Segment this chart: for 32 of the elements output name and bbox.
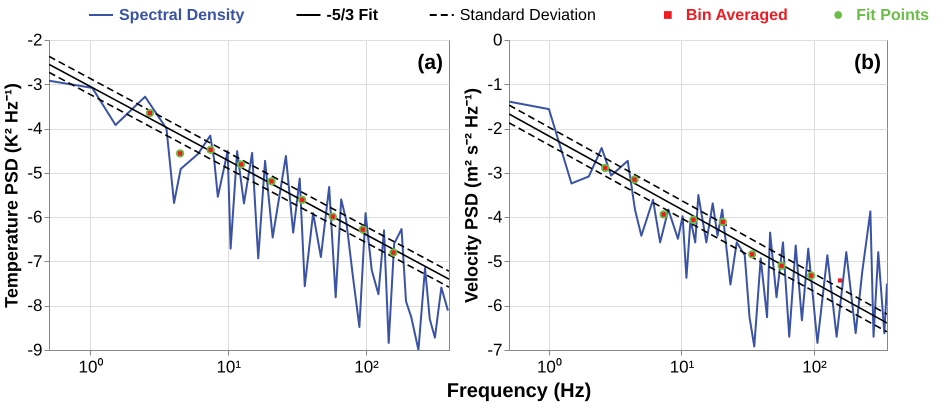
y-tick-label: -7 (487, 340, 502, 360)
y-tick-label: -2 (27, 30, 42, 50)
y-tick-label: -4 (487, 208, 502, 227)
x-tick-label: 10¹ (670, 358, 695, 376)
legend-label: Bin Averaged (686, 7, 788, 24)
y-tick-label: -6 (27, 208, 42, 227)
y-tick-label: -5 (27, 163, 42, 182)
x-tick-label: 10⁰ (78, 358, 104, 376)
y-tick-label: -3 (487, 163, 502, 182)
y-tick-label: 0 (493, 30, 502, 50)
y-tick-label: -2 (487, 119, 502, 138)
x-tick-label: 10² (802, 358, 828, 376)
x-tick-label: 10² (354, 358, 380, 376)
legend-label: Fit Points (856, 7, 930, 24)
legend-label: Standard Deviation (460, 7, 596, 24)
y-tick-label: -3 (27, 74, 42, 94)
y-tick-label: -6 (487, 296, 502, 316)
x-tick-label: 10¹ (216, 358, 242, 376)
x-axis-title: Frequency (Hz) (446, 380, 592, 402)
legend-label: Spectral Density (119, 7, 244, 24)
y-tick-label: -9 (27, 340, 42, 360)
y-tick-label: -4 (27, 119, 42, 138)
annotation: (a) (417, 51, 443, 74)
y-axis-title: Velocity PSD (m² s⁻² Hz⁻¹) (461, 88, 482, 304)
x-tick-label: 10⁰ (536, 358, 562, 376)
legend-label: -5/3 Fit (326, 7, 379, 24)
y-tick-label: -5 (487, 252, 502, 271)
y-tick-label: -7 (27, 252, 42, 271)
y-tick-label: -8 (27, 296, 42, 316)
y-axis-title: Temperature PSD (K² Hz⁻¹) (1, 83, 22, 308)
y-tick-label: -1 (487, 74, 502, 94)
annotation: (b) (854, 51, 881, 74)
